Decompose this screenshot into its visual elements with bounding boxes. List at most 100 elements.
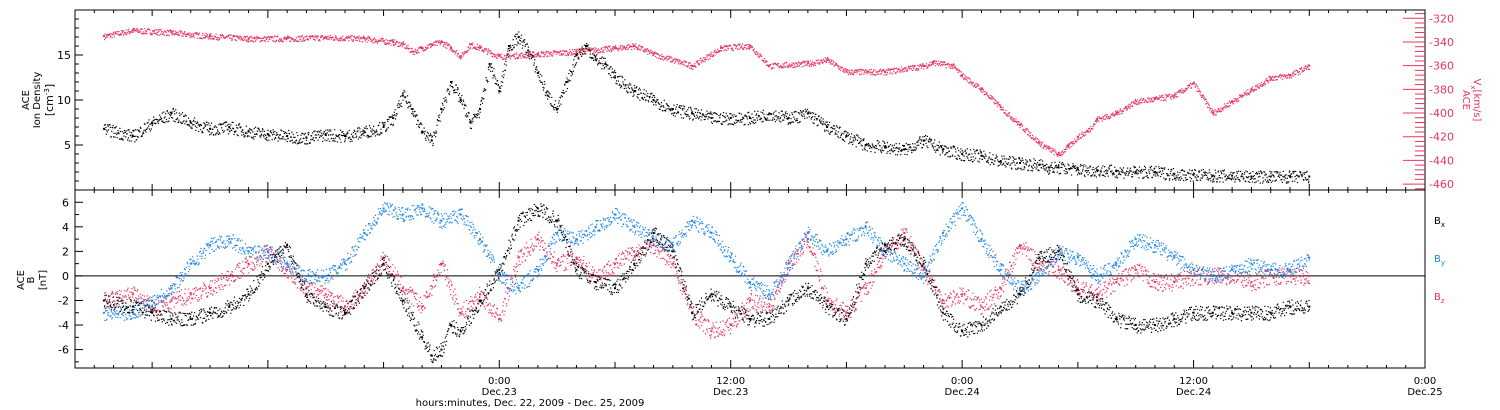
speed-sample [546,55,549,57]
speed-sample [581,49,584,51]
density-sample [750,120,753,123]
speed-sample [948,66,950,68]
density-sample [1103,171,1105,173]
density-sample [1117,173,1120,175]
speed-sample [696,61,698,63]
speed-sample [1130,102,1132,104]
density-sample [148,128,151,130]
density-sample [674,112,676,114]
speed-sample [964,78,967,80]
speed-sample [700,57,702,59]
speed-sample [1227,105,1229,108]
speed-sample [1016,120,1018,122]
density-sample [145,131,147,133]
density-sample [259,131,261,133]
speed-sample [342,35,344,37]
density-sample [721,123,723,126]
density-sample [922,136,924,138]
density-sample [731,114,733,116]
density-sample [828,132,830,135]
speed-sample [417,50,419,52]
speed-sample [805,64,807,66]
density-sample [906,148,908,151]
speed-sample [457,53,460,55]
speed-sample [973,85,975,87]
speed-sample [503,58,505,60]
speed-sample [857,69,859,71]
density-sample [711,114,713,116]
density-sample [153,119,155,121]
speed-sample [838,65,840,67]
density-sample [1091,175,1093,177]
speed-sample [181,32,184,34]
speed-sample [762,60,765,62]
density-sample [1085,169,1087,172]
speed-sample [847,73,849,76]
density-sample [271,134,274,136]
speed-sample [584,51,586,53]
speed-sample [213,37,215,39]
density-sample [466,116,468,118]
density-sample [1053,171,1055,174]
density-sample [811,116,814,118]
speed-sample [764,61,766,63]
density-sample [125,130,127,132]
speed-sample [1131,104,1133,107]
speed-sample [520,57,522,59]
density-sample [199,124,201,126]
density-sample [657,102,659,104]
density-sample [318,136,321,139]
speed-sample [673,59,675,61]
speed-sample [244,37,247,39]
speed-sample [375,40,377,42]
density-sample [438,120,440,122]
speed-sample [811,64,813,66]
speed-sample [607,48,609,50]
speed-sample [326,38,328,40]
speed-sample [632,46,634,48]
speed-sample [899,71,901,73]
density-sample [799,121,801,123]
speed-sample [800,63,802,65]
speed-sample [271,36,273,38]
speed-sample [440,42,442,44]
density-sample [978,161,980,163]
speed-sample [814,64,816,66]
speed-sample [614,47,616,50]
density-sample [375,129,377,131]
speed-sample [711,55,713,58]
speed-sample [205,36,208,38]
density-sample [1088,167,1090,169]
density-sample [890,144,892,146]
speed-sample [1257,83,1259,85]
density-sample [820,117,822,119]
density-sample [1033,158,1035,160]
density-sample [324,139,326,141]
speed-sample [565,55,568,57]
speed-sample [953,67,956,69]
speed-sample [889,68,892,70]
speed-sample [1109,117,1111,120]
speed-sample [348,37,351,39]
speed-sample [354,37,356,40]
density-sample [872,144,874,146]
speed-sample [1179,89,1181,91]
density-sample [633,85,636,87]
speed-sample [695,60,697,62]
speed-sample [678,60,681,62]
density-sample [216,132,218,134]
speed-sample [324,35,327,37]
speed-sample [854,69,856,71]
density-sample [1059,161,1061,163]
speed-sample [1182,91,1184,93]
speed-sample [1126,109,1128,111]
density-sample [288,129,290,132]
density-sample [409,105,411,107]
density-sample [361,130,363,133]
speed-sample [309,37,312,39]
density-sample [558,100,560,102]
speed-sample [741,43,744,45]
speed-sample [505,58,507,60]
speed-sample [802,60,804,62]
density-sample [767,119,769,121]
